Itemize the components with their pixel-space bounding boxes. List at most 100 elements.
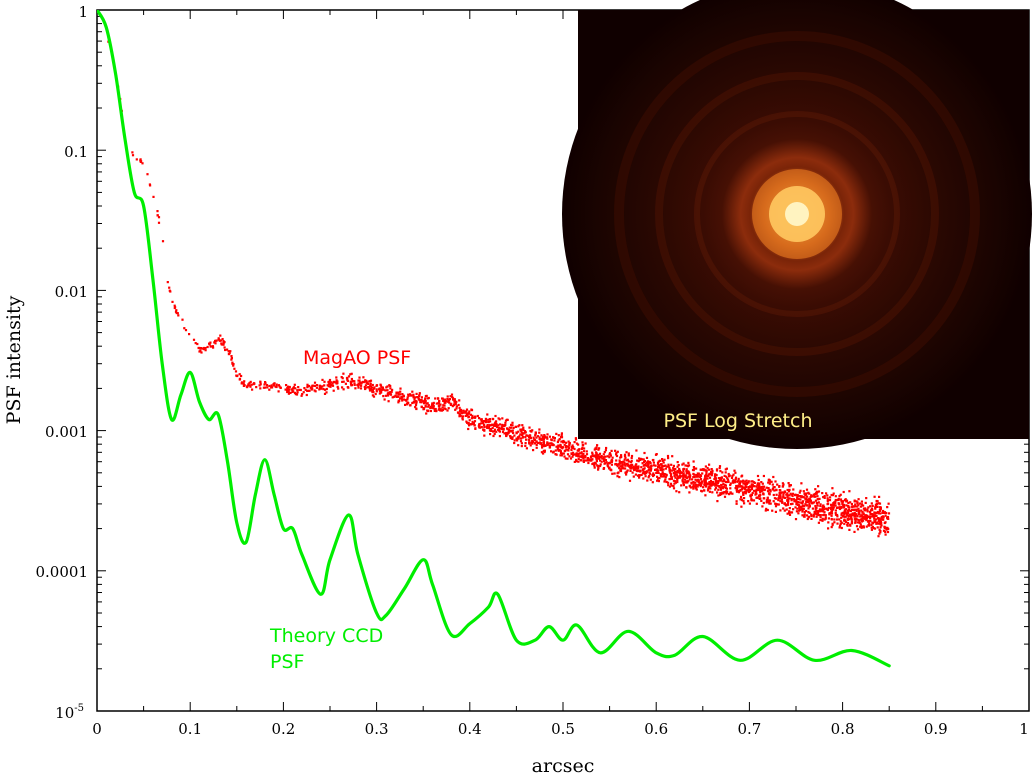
magao-psf-point [702,486,705,489]
magao-psf-point [517,444,520,447]
magao-psf-point [870,528,873,531]
magao-psf-point [729,483,732,487]
magao-psf-point [700,482,703,485]
magao-psf-point [582,453,585,456]
magao-psf-point [460,411,463,414]
magao-psf-point [691,478,694,481]
magao-psf-point [438,399,441,403]
magao-psf-point [583,450,586,453]
magao-psf-point [505,434,508,438]
magao-psf-point [763,497,766,500]
magao-psf-point [674,472,677,476]
magao-psf-point [412,393,415,396]
magao-psf-point [503,432,506,435]
magao-psf-point [436,397,440,400]
magao-psf-point [378,392,381,395]
magao-psf-point [233,367,236,370]
magao-psf-point [615,454,619,458]
magao-psf-point [620,455,623,459]
magao-psf-point [358,376,361,379]
magao-psf-point [885,528,888,531]
magao-psf-point [441,406,444,409]
magao-psf-point [429,409,432,413]
magao-psf-point [814,493,817,496]
magao-psf-point [599,456,602,459]
magao-psf-point [872,527,875,530]
magao-psf-point [501,423,504,426]
magao-psf-point [865,525,868,528]
magao-psf-point [821,517,824,520]
magao-psf-point [220,343,223,346]
magao-psf-point [805,493,808,496]
magao-psf-point [827,527,830,530]
magao-psf-point [725,480,728,484]
magao-psf-point [762,493,765,496]
magao-psf-point [520,430,523,433]
magao-psf-point [808,500,812,503]
magao-psf-point [736,486,739,489]
magao-psf-point [699,485,702,488]
magao-psf-point [869,510,872,513]
magao-psf-point [886,526,889,529]
magao-psf-point [542,437,545,440]
magao-psf-point [814,499,817,502]
magao-psf-point [468,410,471,413]
magao-psf-point [870,513,873,516]
magao-psf-point [662,468,665,471]
magao-psf-point [880,515,883,519]
magao-psf-point [819,503,822,506]
magao-psf-point [768,499,772,502]
magao-psf-point [838,518,841,521]
magao-psf-point [553,439,556,442]
magao-psf-point [643,460,646,464]
magao-psf-point [321,378,324,381]
magao-psf-point [359,381,362,384]
magao-psf-point [816,504,819,507]
magao-psf-point [507,430,510,433]
magao-psf-point [501,430,505,434]
magao-psf-point [608,462,611,465]
magao-psf-point [744,484,747,487]
magao-psf-point [714,486,718,489]
magao-psf-point [680,475,683,478]
magao-psf-point [652,473,656,477]
magao-psf-point [837,502,840,505]
magao-psf-point [610,449,613,452]
magao-psf-point [847,508,851,511]
magao-psf-point [246,386,249,389]
magao-psf-point [765,500,768,503]
magao-psf-point [853,518,856,521]
magao-psf-point [528,441,531,444]
magao-psf-point [139,158,142,161]
magao-psf-point [863,508,866,511]
magao-psf-point [842,514,845,517]
magao-psf-point [399,390,402,393]
magao-psf-point [432,401,435,404]
magao-psf-point [774,480,777,483]
magao-psf-point [608,466,611,469]
magao-psf-point [746,482,749,485]
magao-psf-point [864,501,867,504]
magao-psf-point [307,389,310,392]
magao-psf-point [323,380,326,383]
magao-psf-point [453,400,456,403]
magao-psf-point [774,510,777,513]
y-tick-base: 10 [55,704,74,722]
magao-psf-point [372,395,376,398]
magao-psf-point [817,501,820,504]
magao-psf-point [706,482,709,485]
magao-psf-point [657,465,660,469]
magao-psf-point [687,464,691,467]
magao-psf-point [381,387,384,390]
magao-psf-point [341,380,344,383]
magao-psf-point [596,444,599,447]
magao-psf-point [882,529,886,532]
magao-psf-point [719,486,722,489]
magao-psf-point [786,495,789,499]
magao-psf-point [427,396,430,400]
magao-psf-point [840,513,843,516]
magao-psf-point [513,434,516,437]
magao-psf-point [604,462,607,465]
magao-psf-point [357,384,360,387]
magao-psf-point [874,518,877,521]
